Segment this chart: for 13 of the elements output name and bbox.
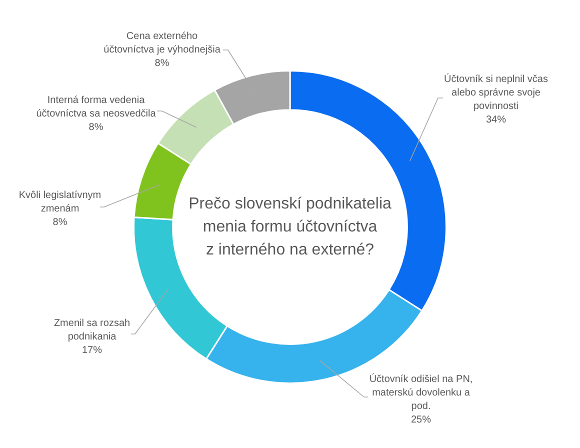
slice-label: Cena externého účtovníctva je výhodnejšia <box>104 30 221 56</box>
data-label: 8% <box>52 216 68 228</box>
slice-label: Kvôli legislatívnym zmenám <box>18 190 102 214</box>
data-label: 17% <box>82 344 102 356</box>
data-label: 25% <box>410 414 432 426</box>
data-label: 34% <box>486 114 506 126</box>
data-label: 8% <box>88 122 104 133</box>
slice-label: Interná forma vedenia účtovníctva sa neosvedčila <box>36 94 156 120</box>
text: Prečo slovenskí podnikatelia menia formu účtovníctva z interného na externé? <box>188 195 392 258</box>
slice-label: Účtovník si neplnil včas alebo správne svoje povinnosti <box>444 72 548 112</box>
slice-label: Účtovník odišiel na PN, materskú dovolenku a pod. <box>369 372 473 412</box>
data-label: 8% <box>154 58 170 69</box>
slice-label: Zmenil sa rozsah podnikania <box>54 318 130 342</box>
